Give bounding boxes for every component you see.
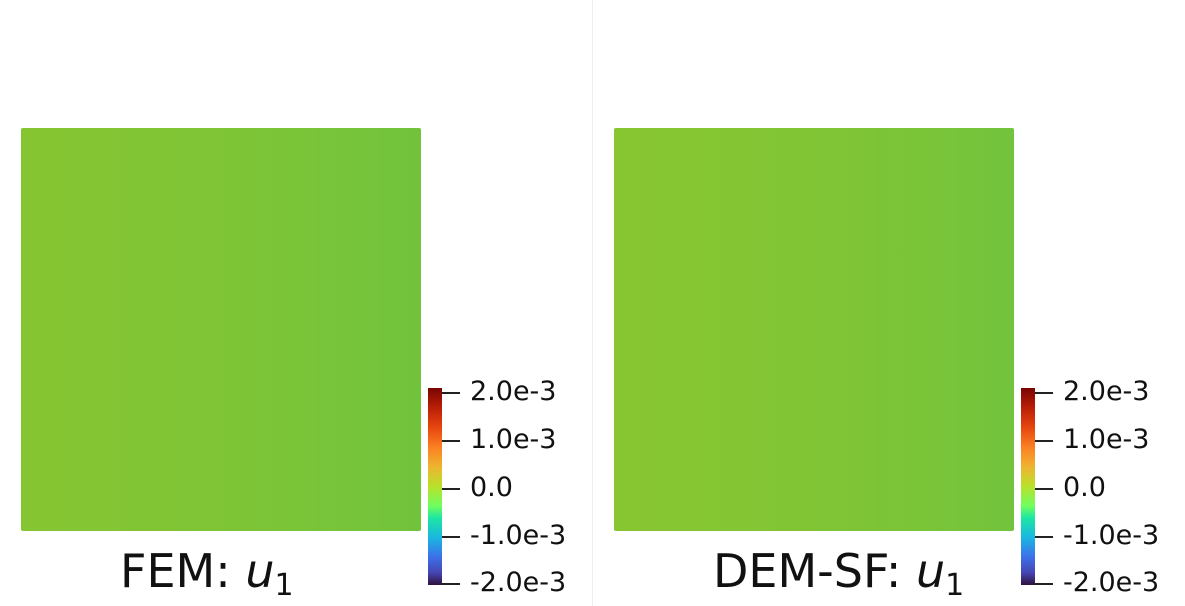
fem-colorbar-tick [442,488,460,490]
fem-colorbar-tick-label: -1.0e-3 [470,520,567,551]
dem-sf-title-subscript: 1 [945,568,965,603]
fem-colorbar-tick-label: 2.0e-3 [470,376,557,407]
dem-sf-title-prefix: DEM-SF: [713,544,916,598]
fem-colorbar [428,388,442,585]
dem-sf-colorbar-tick [1035,440,1053,442]
dem-sf-title: DEM-SF: u1 [713,548,964,601]
fem-title-prefix: FEM: [120,544,246,598]
fem-displacement-field [21,128,421,531]
fem-title-variable: u [245,544,275,598]
fem-colorbar-tick [442,583,460,585]
dem-sf-colorbar-tick [1035,536,1053,538]
fem-colorbar-tick-label: 1.0e-3 [470,424,557,455]
panel-divider [592,0,593,606]
fem-colorbar-tick [442,440,460,442]
fem-colorbar-tick-label: 0.0 [470,472,513,503]
dem-sf-title-variable: u [915,544,946,598]
dem-sf-colorbar-tick-label: -2.0e-3 [1063,567,1160,598]
dem-sf-colorbar-tick-label: 0.0 [1063,472,1106,503]
dem-sf-colorbar-tick-label: 2.0e-3 [1063,376,1150,407]
fem-colorbar-tick [442,536,460,538]
dem-sf-displacement-field [614,128,1014,531]
fem-title: FEM: u1 [120,548,294,601]
fem-panel: 2.0e-3 1.0e-3 0.0 -1.0e-3 -2.0e-3 FEM: u… [0,0,592,606]
dem-sf-colorbar [1021,388,1035,585]
fem-title-subscript: 1 [274,568,294,603]
fem-colorbar-tick [442,392,460,394]
dem-sf-colorbar-tick-label: -1.0e-3 [1063,520,1160,551]
dem-sf-panel: 2.0e-3 1.0e-3 0.0 -1.0e-3 -2.0e-3 DEM-SF… [593,0,1185,606]
dem-sf-colorbar-tick [1035,488,1053,490]
dem-sf-colorbar-tick-label: 1.0e-3 [1063,424,1150,455]
dem-sf-colorbar-tick [1035,583,1053,585]
dem-sf-colorbar-tick [1035,392,1053,394]
fem-colorbar-tick-label: -2.0e-3 [470,567,567,598]
